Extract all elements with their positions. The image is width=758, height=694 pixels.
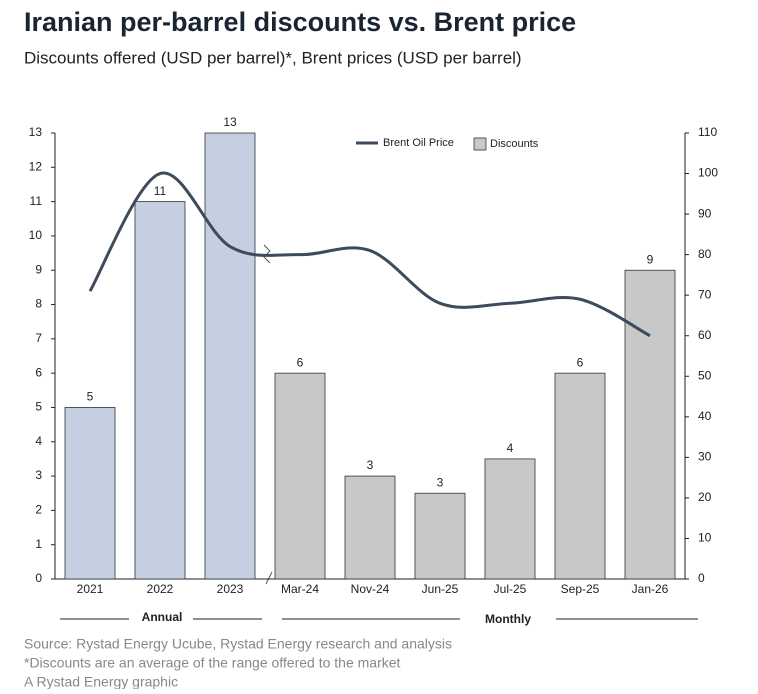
bar	[484, 458, 536, 580]
y2-tick-label: 90	[698, 206, 712, 220]
legend-label: Discounts	[490, 138, 539, 150]
data-label: 6	[297, 355, 304, 369]
data-label: 6	[577, 355, 584, 369]
y-tick-label: 0	[35, 571, 42, 585]
data-label: 11	[154, 184, 167, 198]
data-label: 3	[437, 475, 444, 489]
group-label: Monthly	[485, 612, 531, 626]
y2-tick-label: 110	[698, 125, 717, 139]
y-tick-label: 12	[29, 159, 43, 173]
y2-tick-label: 10	[698, 531, 712, 545]
x-tick-label: Jun-25	[422, 582, 459, 596]
data-label: 4	[507, 441, 514, 455]
chart-title: Iranian per-barrel discounts vs. Brent p…	[24, 7, 576, 37]
bar	[204, 132, 256, 580]
bar	[274, 372, 326, 580]
bar	[554, 372, 606, 580]
y-tick-label: 2	[35, 503, 42, 517]
y-tick-label: 11	[30, 194, 43, 208]
y2-tick-label: 60	[698, 328, 712, 342]
y-tick-label: 10	[29, 228, 43, 242]
credit: A Rystad Energy graphic	[24, 674, 178, 689]
bar	[344, 475, 396, 580]
bar	[414, 492, 466, 580]
y2-tick-label: 20	[698, 490, 712, 504]
legend-swatch	[473, 137, 487, 151]
x-tick-label: 2023	[217, 582, 244, 596]
y2-tick-label: 100	[698, 166, 718, 180]
data-label: 13	[223, 115, 237, 129]
y2-tick-label: 70	[698, 287, 712, 301]
y-tick-label: 5	[35, 400, 42, 414]
bar	[64, 407, 116, 580]
x-tick-label: Sep-25	[561, 582, 600, 596]
x-tick-label: Jul-25	[494, 582, 527, 596]
source-note: Source: Rystad Energy Ucube, Rystad Ener…	[24, 636, 452, 652]
y-tick-label: 6	[35, 365, 42, 379]
line	[88, 171, 651, 338]
x-tick-label: 2021	[77, 582, 104, 596]
y-tick-label: 9	[35, 262, 42, 276]
y2-tick-label: 50	[698, 368, 712, 382]
y-tick-label: 4	[35, 434, 42, 448]
y2-tick-label: 80	[698, 247, 712, 261]
y-tick-label: 8	[35, 297, 42, 311]
data-label: 3	[367, 458, 374, 472]
chart-subtitle: Discounts offered (USD per barrel)*, Bre…	[24, 48, 522, 67]
y-tick-label: 3	[35, 468, 42, 482]
y-tick-label: 1	[35, 537, 42, 551]
axis-break	[263, 244, 273, 585]
bar	[624, 269, 676, 580]
legend-label: Brent Oil Price	[383, 137, 454, 149]
data-label: 9	[647, 252, 654, 266]
bar	[134, 201, 186, 580]
y-tick-label: 7	[35, 331, 42, 345]
group-label: Annual	[142, 610, 183, 624]
x-tick-label: Jan-26	[632, 582, 669, 596]
footnote: *Discounts are an average of the range o…	[24, 655, 401, 671]
data-label: 5	[87, 390, 94, 404]
y2-tick-label: 40	[698, 409, 712, 423]
y2-tick-label: 30	[698, 450, 712, 464]
x-tick-label: Nov-24	[351, 582, 390, 596]
y2-tick-label: 0	[698, 571, 705, 585]
x-tick-label: Mar-24	[281, 582, 319, 596]
y-tick-label: 13	[29, 125, 43, 139]
x-tick-label: 2022	[147, 582, 174, 596]
